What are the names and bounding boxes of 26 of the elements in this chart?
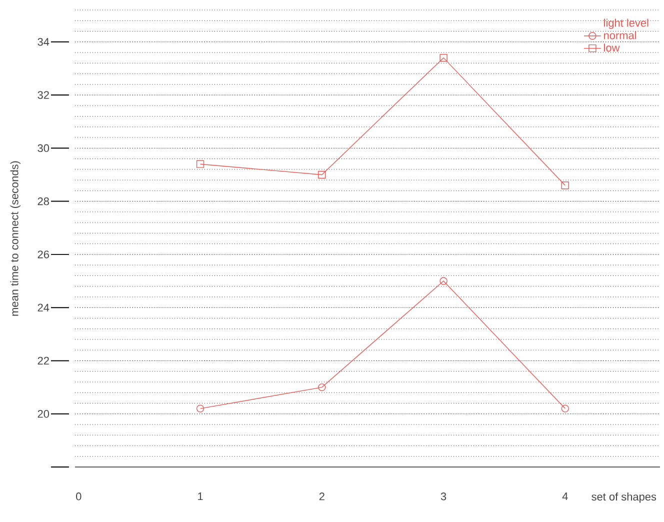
point	[196, 160, 204, 168]
y-tick-label: 28	[38, 197, 49, 206]
x-tick-label: 1	[198, 492, 203, 500]
x-tick-label: 4	[562, 492, 568, 500]
x-tick-label: 3	[440, 492, 446, 500]
point	[318, 170, 326, 179]
point	[318, 383, 326, 392]
y-tick-label: 34	[38, 38, 50, 46]
y-tick-label: 32	[38, 91, 49, 99]
y-tick-label: 22	[38, 356, 49, 365]
x-tick-label: 2	[319, 492, 324, 500]
x-axis-title: set of shapes	[592, 492, 656, 503]
x-tick-label: 0	[76, 492, 82, 500]
y-tick-label: 26	[38, 250, 49, 258]
point	[561, 182, 569, 190]
legend-label: normal	[604, 31, 636, 40]
point	[196, 404, 204, 412]
y-tick-label: 20	[38, 410, 50, 418]
point	[440, 277, 448, 285]
y-tick-label: 30	[38, 144, 50, 152]
y-axis-title: mean time to connect (seconds)	[10, 161, 20, 316]
legend-label: low	[604, 44, 620, 52]
legend-title: light level	[604, 18, 648, 29]
point	[561, 404, 569, 412]
y-tick-label: 24	[38, 304, 50, 312]
point	[440, 54, 448, 62]
